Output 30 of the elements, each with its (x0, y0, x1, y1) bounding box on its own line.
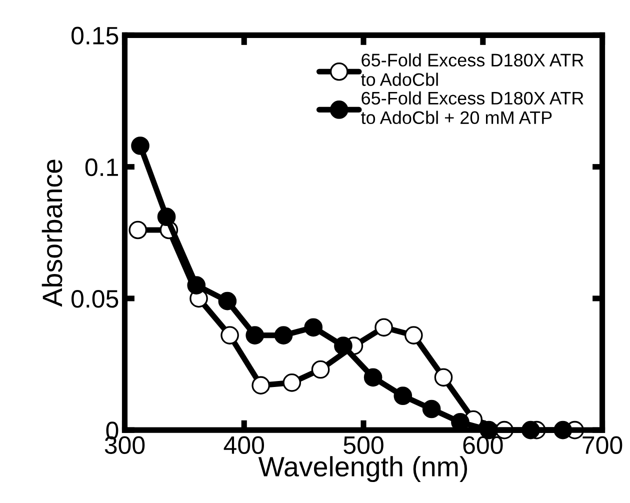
point (131, 136, 150, 155)
y-tick-label: 0.05 (72, 290, 118, 308)
point (334, 336, 352, 355)
x-axis-title: Wavelength (nm) (258, 456, 468, 482)
point (246, 326, 264, 344)
point (128, 220, 148, 240)
point (157, 208, 176, 226)
point (220, 326, 239, 344)
point (274, 326, 293, 344)
point (404, 326, 423, 344)
point (311, 360, 330, 379)
point (187, 276, 206, 294)
x-tick-label: 500 (344, 436, 384, 454)
legend-label: 65-Fold Excess D180X ATR to AdoCbl (361, 53, 584, 86)
point (282, 374, 302, 392)
point (304, 318, 323, 337)
point (422, 400, 441, 418)
x-tick-label: 400 (224, 436, 264, 454)
point (252, 376, 270, 394)
x-tick-label: 700 (582, 436, 622, 454)
y-tick-label: 0.15 (72, 26, 118, 45)
x-tick-label: 600 (463, 436, 503, 454)
y-axis-title: Absorbance (42, 160, 62, 307)
point (364, 368, 382, 387)
legend-label: 65-Fold Excess D180X ATR to AdoCbl + 20 mM ATP (361, 91, 584, 124)
y-tick-label: 0.1 (85, 158, 118, 176)
point (374, 318, 393, 337)
point (434, 368, 453, 387)
point (218, 292, 237, 310)
point (394, 386, 412, 406)
